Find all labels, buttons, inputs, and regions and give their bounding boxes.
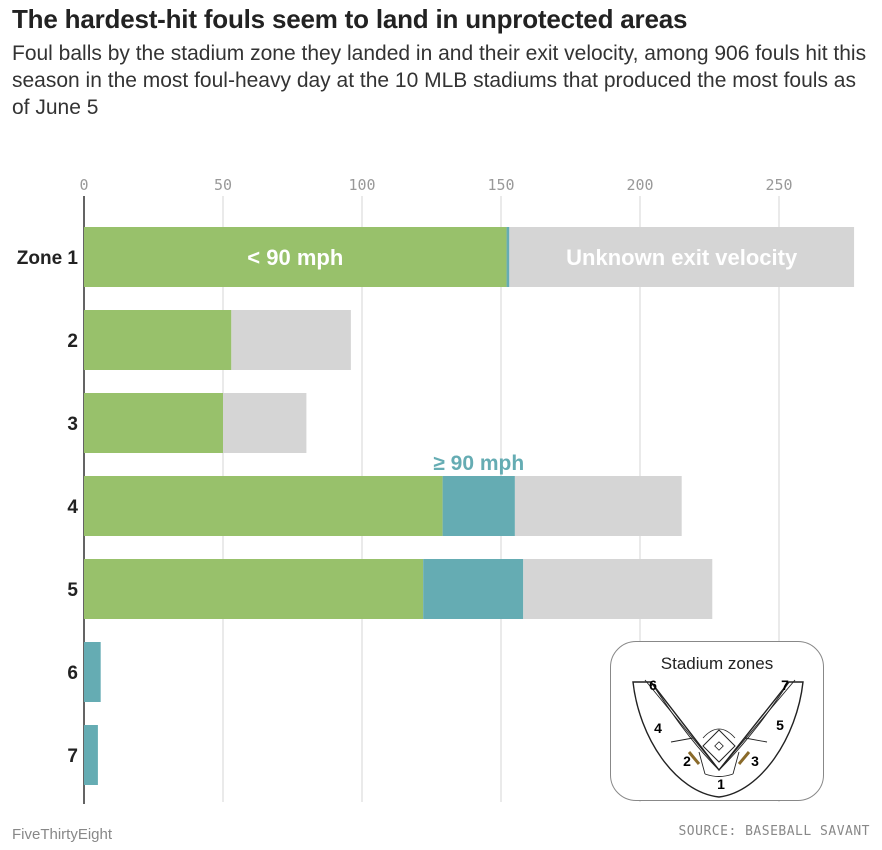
zone-label-2: 2 — [683, 753, 691, 769]
category-label: 2 — [67, 331, 78, 352]
category-label: 4 — [67, 497, 78, 518]
bar-segment — [514, 476, 682, 536]
chart-title: The hardest-hit fouls seem to land in un… — [12, 4, 688, 34]
bar-segment — [523, 559, 713, 619]
zone-label-5: 5 — [776, 717, 784, 733]
bar-segment — [506, 227, 510, 287]
zone-label-4: 4 — [654, 720, 662, 736]
zone-label-1: 1 — [717, 776, 725, 792]
category-label: 6 — [67, 663, 78, 684]
inset-title: Stadium zones — [660, 654, 774, 673]
bars — [84, 227, 855, 785]
x-tick-label: 0 — [79, 176, 88, 194]
bar-segment — [84, 393, 223, 453]
zone-label-3: 3 — [751, 753, 759, 769]
category-label: 7 — [67, 746, 78, 767]
chart-subtitle: Foul balls by the stadium zone they land… — [12, 42, 867, 119]
bar-segment — [84, 725, 98, 785]
series-label-over-90: ≥ 90 mph — [433, 452, 524, 475]
category-label: 3 — [67, 414, 78, 435]
stadium-zones-inset: Stadium zones 1 2 3 4 5 6 7 — [610, 641, 824, 801]
x-tick-label: 50 — [214, 176, 232, 194]
bar-segment — [84, 476, 443, 536]
category-label: 5 — [67, 580, 78, 601]
x-tick-label: 250 — [765, 176, 792, 194]
bar-segment — [442, 476, 515, 536]
bar-segment — [423, 559, 524, 619]
brand-credit: FiveThirtyEight — [12, 826, 113, 843]
source-credit: SOURCE: BASEBALL SAVANT — [678, 824, 870, 839]
bar-segment — [223, 393, 307, 453]
series-label-under-90: < 90 mph — [247, 245, 343, 270]
bar-segment — [84, 559, 424, 619]
bar-segment — [84, 227, 507, 287]
x-tick-label: 150 — [487, 176, 514, 194]
zone-label-7: 7 — [781, 677, 789, 693]
zone-labels: 1 2 3 4 5 6 7 — [649, 677, 789, 792]
bar-chart: 0 50 100 150 200 250 Zone 1 2 3 4 5 6 7 < 90 mph Unk… — [17, 176, 855, 804]
category-label: Zone 1 — [17, 248, 79, 269]
series-label-unknown: Unknown exit velocity — [566, 245, 798, 270]
bar-segment — [509, 227, 855, 287]
zone-label-6: 6 — [649, 677, 657, 693]
bar-segment — [231, 310, 351, 370]
bar-segment — [84, 310, 232, 370]
x-tick-labels: 0 50 100 150 200 250 — [79, 176, 792, 194]
x-tick-label: 100 — [348, 176, 375, 194]
series-labels: < 90 mph Unknown exit velocity ≥ 90 mph — [247, 245, 798, 475]
x-tick-label: 200 — [626, 176, 653, 194]
category-labels: Zone 1 2 3 4 5 6 7 — [17, 248, 79, 767]
bar-segment — [84, 642, 101, 702]
stadium-diagram-icon — [632, 679, 804, 798]
